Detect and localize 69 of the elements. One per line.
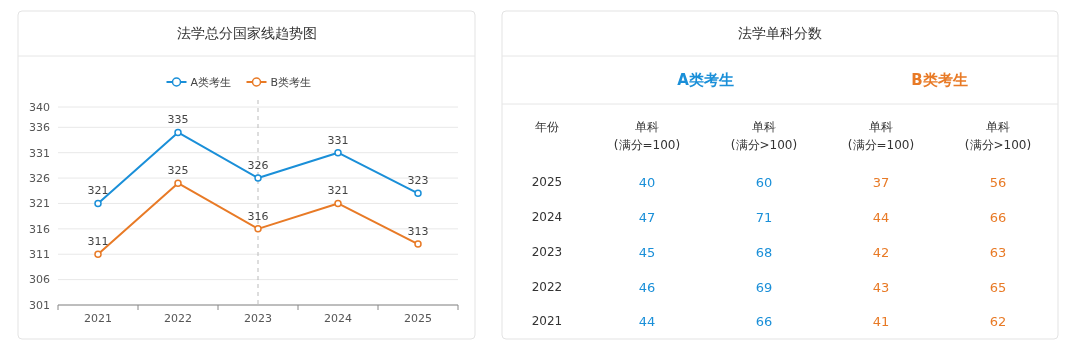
x-tick-label: 单科 (满分=100) [613,120,681,152]
data-label: 43 [872,279,890,295]
data-label: 62 [989,313,1007,329]
data-label: 68 [755,244,773,260]
data-label: 313 [407,225,429,239]
y-tick-label: 306 [29,273,50,287]
data-label: 311 [87,235,109,249]
y-tick-label: 2023 [531,245,563,260]
y-tick-label: 340 [29,100,50,114]
point [94,199,102,208]
y-tick-label: 301 [29,298,50,312]
point [254,174,262,182]
data-label: 60 [755,174,773,190]
point [174,128,182,137]
point [334,148,342,157]
chart-title: 法学单科分数 [738,25,822,41]
data-label: 47 [638,209,656,225]
data-label: 40 [638,174,656,190]
data-label: 326 [247,159,269,173]
data-label: 316 [247,209,269,223]
x-tick-label: 单科 (满分=100) [847,120,915,152]
data-label: 45 [638,244,656,260]
point [94,250,102,258]
data-label: 66 [989,209,1007,225]
x-tick-label: 2021 [84,312,112,325]
data-label: 321 [327,184,349,198]
data-label: 331 [327,133,349,147]
x-tick-label: 2023 [244,312,272,325]
data-label: 37 [872,174,890,190]
data-label: 323 [407,174,429,188]
chart-title: 法学总分国家线趋势图 [176,25,317,41]
y-tick-label: 316 [29,222,50,236]
data-label: 44 [872,209,890,225]
data-label: 325 [167,164,189,178]
point [174,179,182,187]
data-label: 71 [755,209,773,225]
x-tick-label: 2025 [404,312,432,325]
y-tick-label: 331 [29,146,50,160]
y-axis-title: 年份 [535,120,559,134]
data-label: 321 [87,184,109,198]
x-tick-label: 单科 (满分>100) [964,120,1032,152]
data-label: 63 [989,244,1007,260]
y-tick-label: 311 [29,248,50,262]
y-tick-label: 2025 [531,175,563,190]
data-label: 66 [755,313,773,329]
legend-label: B类考生 [270,75,312,89]
y-tick-label: 326 [29,171,50,185]
data-label: 56 [989,174,1007,190]
y-tick-label: 321 [29,197,50,211]
y-tick-label: 2024 [531,210,563,225]
x-tick-label: 单科 (满分>100) [730,120,798,152]
point [254,225,262,233]
point [334,199,342,208]
data-label: 44 [638,313,656,329]
text: B类考生 [911,71,968,89]
point [414,189,422,198]
data-label: 65 [989,279,1007,295]
data-label: 335 [167,113,189,127]
legend-label: A类考生 [190,75,232,89]
text: A类考生 [677,71,734,89]
data-label: 46 [638,279,656,295]
x-tick-label: 2024 [324,312,352,325]
y-tick-label: 2022 [531,280,563,295]
data-label: 69 [755,279,773,295]
data-label: 42 [872,244,890,260]
data-label: 41 [872,313,890,329]
y-tick-label: 336 [29,121,50,135]
point [414,240,422,248]
x-tick-label: 2022 [164,312,192,325]
